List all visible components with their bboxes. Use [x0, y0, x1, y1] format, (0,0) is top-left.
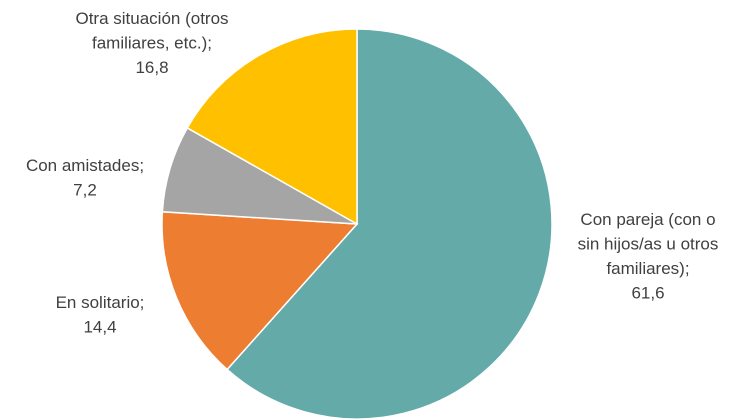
data-label-2-line-0: Con amistades;: [26, 156, 144, 175]
pie-slice-0: [226, 28, 553, 419]
pie-slices: [161, 28, 553, 419]
pie-slice-3: [186, 28, 358, 226]
data-label-3-line-0: Otra situación (otros: [75, 9, 228, 28]
data-label-0-line-3: 61,6: [631, 284, 664, 303]
data-label-3-line-2: 16,8: [135, 58, 168, 77]
data-label-0-line-1: sin hijos/as u otros: [578, 235, 719, 254]
data-label-3-line-1: familiares, etc.);: [92, 34, 212, 53]
data-label-2: Con amistades; 7,2: [26, 156, 144, 200]
data-label-3: Otra situación (otros familiares, etc.); 1…: [75, 9, 228, 77]
data-label-1: En solitario; 14,4: [56, 293, 145, 337]
pie-slice-1: [161, 210, 359, 371]
data-labels: Con pareja (con o sin hijos/as u otros fam…: [26, 9, 718, 337]
data-label-1-line-0: En solitario;: [56, 293, 145, 312]
data-label-0-line-0: Con pareja (con o: [580, 210, 715, 229]
data-label-0-line-2: familiares);: [606, 259, 689, 278]
data-label-1-line-1: 14,4: [83, 318, 116, 337]
data-label-0: Con pareja (con o sin hijos/as u otros fam…: [578, 210, 719, 303]
data-label-2-line-1: 7,2: [73, 181, 97, 200]
